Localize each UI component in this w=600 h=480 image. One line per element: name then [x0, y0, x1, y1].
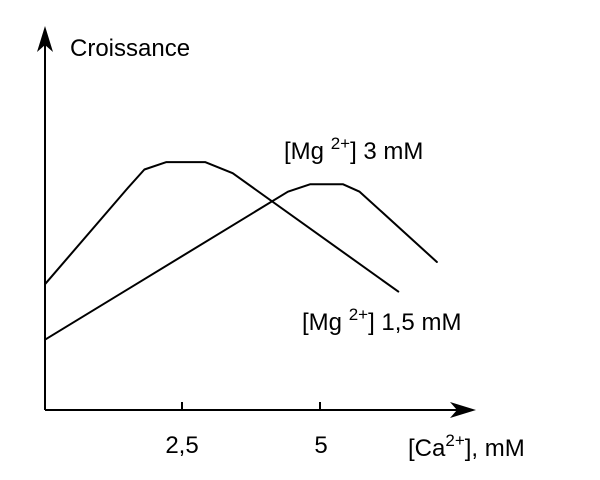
series-label-mg-3-mm-prefix: [Mg	[284, 138, 331, 165]
series-label-mg-1-5-mm-prefix: [Mg	[302, 309, 349, 336]
x-axis-label-prefix: [Ca	[408, 435, 446, 462]
x-axis-arrow-icon	[450, 402, 476, 418]
y-axis-arrow-icon	[37, 26, 53, 52]
series-label-mg-3-mm-superscript: 2+	[331, 134, 350, 153]
x-tick-label-5: 5	[314, 432, 327, 459]
series-label-mg-1-5-mm-suffix: ] 1,5 mM	[368, 309, 461, 336]
series-line-mg-3-mm	[44, 183, 438, 341]
series-line-mg-1-5-mm	[44, 161, 400, 293]
series-label-mg-1-5-mm-superscript: 2+	[349, 305, 368, 324]
x-axis-label-suffix: ], mM	[465, 435, 525, 462]
x-axis-label: [Ca2+], mM	[408, 431, 525, 462]
series-label-mg-3-mm: [Mg 2+] 3 mM	[284, 134, 423, 165]
series-label-mg-3-mm-suffix: ] 3 mM	[350, 138, 423, 165]
x-axis-label-superscript: 2+	[445, 431, 464, 450]
series-label-mg-1-5-mm: [Mg 2+] 1,5 mM	[302, 305, 461, 336]
x-tick-label-2-5: 2,5	[165, 432, 198, 459]
y-axis-label: Croissance	[70, 35, 190, 62]
